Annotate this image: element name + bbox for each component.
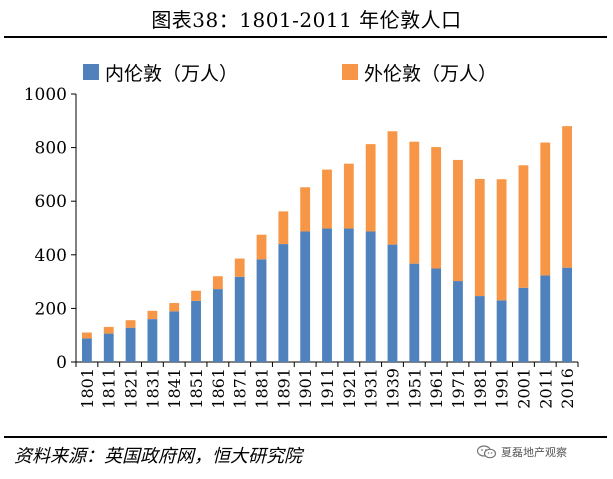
bar-outer-1981 (474, 178, 485, 297)
x-tick-label-1811: 1811 (100, 368, 119, 409)
legend-inner-label: 内伦敦（万人） (105, 62, 239, 85)
x-tick-label-2011: 2011 (536, 368, 555, 409)
bar-inner-1881 (256, 259, 267, 362)
bar-outer-1811 (103, 326, 114, 334)
watermark-text: 夏磊地产观察 (501, 446, 567, 459)
x-tick-label-1801: 1801 (78, 368, 97, 409)
bar-outer-1841 (169, 303, 180, 312)
bar-inner-2001 (518, 287, 529, 362)
x-tick-label-1891: 1891 (274, 368, 293, 409)
bar-outer-1891 (278, 211, 289, 245)
x-tick-label-1861: 1861 (209, 368, 228, 409)
bar-inner-1901 (300, 231, 311, 362)
x-tick-label-1951: 1951 (405, 368, 424, 409)
wechat-icon (476, 445, 497, 459)
x-tick-label-1851: 1851 (187, 368, 206, 409)
bar-inner-2011 (540, 275, 551, 362)
x-tick-label-1921: 1921 (340, 368, 359, 409)
bar-outer-1991 (496, 179, 507, 301)
bar-inner-1821 (125, 327, 136, 362)
bar-outer-1831 (147, 310, 158, 320)
x-tick-label-1821: 1821 (122, 368, 141, 409)
legend-outer-label: 外伦敦（万人） (364, 62, 498, 85)
x-tick-label-1871: 1871 (231, 368, 250, 409)
bar-inner-1931 (365, 231, 376, 362)
bar-outer-2001 (518, 165, 529, 288)
source-note: 资料来源：英国政府网，恒大研究院 (14, 446, 302, 467)
bar-outer-1921 (343, 163, 354, 229)
bar-inner-1921 (343, 228, 354, 362)
bar-inner-1971 (453, 281, 463, 362)
watermark: 夏磊地产观察 (476, 444, 567, 460)
y-tick-label: 0 (56, 353, 67, 373)
x-tick-label-1841: 1841 (165, 368, 184, 409)
y-tick-label: 1000 (24, 85, 67, 105)
bar-inner-1939 (387, 244, 398, 362)
y-tick-label: 200 (35, 299, 67, 319)
footer-rule (4, 436, 607, 438)
bar-outer-1961 (431, 147, 442, 269)
x-tick-label-1971: 1971 (449, 368, 468, 409)
bar-outer-1939 (387, 131, 398, 245)
legend-outer: 外伦敦（万人） (342, 59, 497, 85)
bar-inner-1891 (278, 244, 289, 362)
bar-outer-1951 (409, 141, 420, 264)
bar-inner-1851 (191, 300, 201, 362)
bar-outer-1821 (125, 320, 136, 328)
bar-inner-1841 (169, 311, 180, 362)
bar-outer-1851 (191, 290, 201, 301)
bar-outer-1871 (234, 258, 245, 277)
bar-inner-1861 (212, 289, 223, 362)
y-tick-label: 800 (35, 139, 67, 159)
bar-outer-1881 (256, 234, 267, 260)
bar-outer-1901 (300, 187, 311, 232)
x-tick-label-1991: 1991 (493, 368, 512, 409)
title-rule (4, 36, 607, 38)
bar-inner-1871 (234, 276, 245, 362)
legend-inner-swatch (83, 64, 99, 80)
legend-inner: 内伦敦（万人） (83, 59, 238, 85)
bar-outer-2016 (562, 126, 572, 268)
bar-inner-1951 (409, 263, 420, 362)
bar-inner-1911 (322, 228, 332, 362)
bar-inner-1961 (431, 268, 442, 362)
x-tick-label-1901: 1901 (296, 368, 315, 409)
x-tick-label-2001: 2001 (514, 368, 533, 409)
bar-outer-1801 (82, 332, 92, 339)
chart-title: 图表38：1801-2011 年伦敦人口 (151, 8, 462, 32)
bar-inner-1801 (82, 338, 92, 362)
legend-outer-swatch (342, 64, 358, 80)
bar-outer-1911 (322, 169, 332, 229)
bar-outer-1931 (365, 144, 376, 232)
y-tick-label: 600 (35, 192, 67, 212)
y-tick-label: 400 (35, 246, 67, 266)
x-tick-label-1961: 1961 (427, 368, 446, 409)
bar-outer-1971 (453, 159, 463, 282)
bar-outer-2011 (540, 142, 551, 276)
bar-inner-1811 (103, 333, 114, 362)
x-tick-label-1939: 1939 (383, 368, 402, 409)
bar-outer-1861 (212, 276, 223, 290)
bar-inner-1991 (496, 300, 507, 362)
bar-inner-2016 (562, 267, 572, 362)
bar-inner-1831 (147, 319, 158, 362)
x-tick-label-1911: 1911 (318, 368, 337, 409)
bar-inner-1981 (474, 296, 485, 362)
x-tick-label-1931: 1931 (362, 368, 381, 409)
x-tick-label-1881: 1881 (253, 368, 272, 409)
x-tick-label-1831: 1831 (143, 368, 162, 409)
x-tick-label-2016: 2016 (558, 368, 577, 409)
x-tick-label-1981: 1981 (471, 368, 490, 409)
